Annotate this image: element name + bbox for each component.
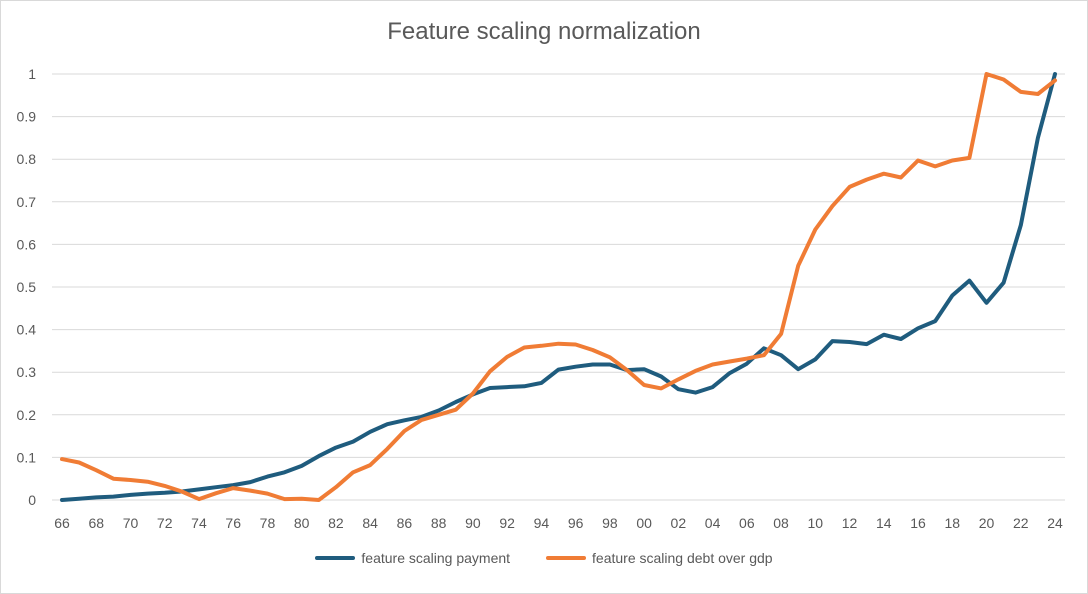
x-tick-label: 72 xyxy=(157,515,173,531)
x-tick-label: 94 xyxy=(534,515,550,531)
x-tick-label: 12 xyxy=(842,515,858,531)
legend-label-debt-over-gdp: feature scaling debt over gdp xyxy=(592,550,773,566)
legend-swatch-debt-over-gdp xyxy=(546,556,587,560)
series-line-payment xyxy=(60,72,1057,502)
gridlines xyxy=(52,73,1065,501)
y-tick-label: 0.8 xyxy=(17,151,37,167)
x-tick-label: 10 xyxy=(808,515,824,531)
x-tick-label: 96 xyxy=(568,515,584,531)
x-tick-label: 84 xyxy=(362,515,378,531)
legend-label-payment: feature scaling payment xyxy=(361,550,511,566)
x-tick-label: 00 xyxy=(636,515,652,531)
x-tick-label: 14 xyxy=(876,515,892,531)
x-tick-label: 86 xyxy=(397,515,413,531)
x-tick-label: 78 xyxy=(260,515,276,531)
x-tick-label: 90 xyxy=(465,515,481,531)
series-line-debt-over-gdp xyxy=(60,72,1057,502)
y-tick-label: 1 xyxy=(28,66,36,82)
x-tick-label: 18 xyxy=(944,515,960,531)
x-tick-label: 82 xyxy=(328,515,344,531)
y-axis-ticks: 0 0.1 0.2 0.3 0.4 0.5 0.6 0.7 0.8 0.9 1 xyxy=(17,66,37,508)
y-tick-label: 0.3 xyxy=(17,364,37,380)
x-tick-label: 68 xyxy=(88,515,104,531)
x-tick-label: 04 xyxy=(705,515,721,531)
x-tick-label: 22 xyxy=(1013,515,1029,531)
x-tick-label: 92 xyxy=(499,515,515,531)
x-tick-label: 16 xyxy=(910,515,926,531)
y-tick-label: 0.2 xyxy=(17,407,37,423)
x-tick-label: 06 xyxy=(739,515,755,531)
y-tick-label: 0.4 xyxy=(17,322,37,338)
x-tick-label: 80 xyxy=(294,515,310,531)
legend: feature scaling payment feature scaling … xyxy=(0,550,1088,566)
series-lines xyxy=(60,72,1057,502)
x-tick-label: 98 xyxy=(602,515,618,531)
y-tick-label: 0.7 xyxy=(17,194,37,210)
y-tick-label: 0.5 xyxy=(17,279,37,295)
legend-item-payment: feature scaling payment xyxy=(315,550,510,566)
y-tick-label: 0.9 xyxy=(17,109,37,125)
x-tick-label: 70 xyxy=(123,515,139,531)
legend-item-debt-over-gdp: feature scaling debt over gdp xyxy=(546,550,773,566)
x-tick-label: 08 xyxy=(773,515,789,531)
x-tick-label: 24 xyxy=(1047,515,1063,531)
y-tick-label: 0 xyxy=(28,492,36,508)
chart-title: Feature scaling normalization xyxy=(387,18,701,45)
x-tick-label: 88 xyxy=(431,515,447,531)
x-tick-label: 76 xyxy=(225,515,241,531)
x-tick-label: 66 xyxy=(54,515,70,531)
legend-swatch-payment xyxy=(315,556,356,560)
x-tick-label: 20 xyxy=(979,515,995,531)
x-tick-label: 02 xyxy=(671,515,687,531)
y-tick-label: 0.6 xyxy=(17,236,37,252)
y-tick-label: 0.1 xyxy=(17,449,37,465)
x-tick-label: 74 xyxy=(191,515,207,531)
x-axis-ticks: 66 68 70 72 74 76 78 80 82 84 86 88 90 92 94 96 98 00 02 04… xyxy=(54,515,1063,531)
